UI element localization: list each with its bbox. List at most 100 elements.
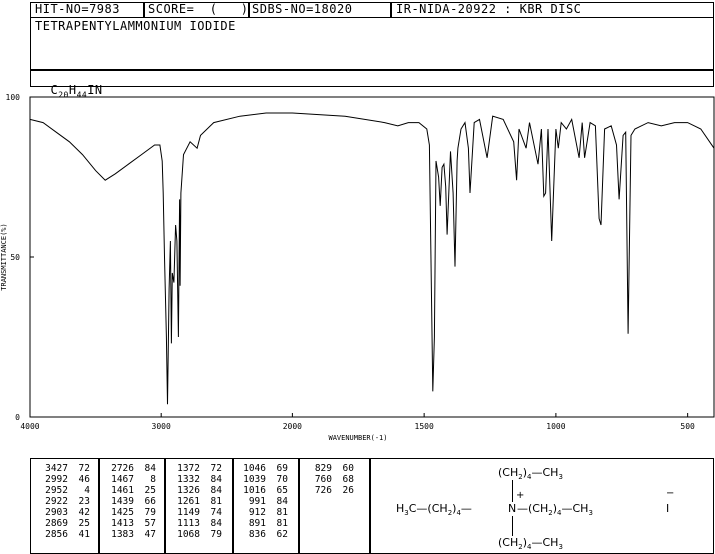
peak-transmittance: 68	[342, 474, 354, 485]
peak-transmittance: 46	[78, 474, 90, 485]
formula-divider	[30, 69, 714, 71]
peak-transmittance: 74	[210, 507, 222, 518]
peak-transmittance: 47	[144, 529, 156, 540]
peak-wavenumber: 1326	[177, 485, 200, 496]
peak-wavenumber: 1149	[177, 507, 200, 518]
bond-vertical-top	[512, 480, 513, 502]
peak-wavenumber: 829	[314, 463, 332, 474]
peak-wavenumber: 991	[248, 496, 266, 507]
peak-transmittance: 81	[210, 496, 222, 507]
right-chain: —(CH2)4—CH3	[517, 502, 593, 518]
peak-transmittance: 81	[276, 507, 288, 518]
y-tick-label: 50	[10, 253, 20, 262]
peak-wavenumber: 1039	[243, 474, 266, 485]
peak-row: 2922 23 1439 66 1261 81 991 84	[38, 496, 354, 507]
peak-transmittance: 65	[276, 485, 288, 496]
peak-wavenumber: 1467	[111, 474, 134, 485]
peak-transmittance: 79	[144, 507, 156, 518]
peak-transmittance: 72	[210, 463, 222, 474]
peak-wavenumber: 1413	[111, 518, 134, 529]
peak-wavenumber: 1461	[111, 485, 134, 496]
peak-transmittance	[332, 529, 354, 540]
peak-wavenumber: 891	[248, 518, 266, 529]
sdbs-number: SDBS-NO=18020	[252, 2, 353, 16]
peak-transmittance: 26	[342, 485, 354, 496]
peak-row: 2856 41 1383 47 1068 79 836 62	[38, 529, 354, 540]
peak-wavenumber: 836	[248, 529, 266, 540]
peak-transmittance: 8	[150, 474, 156, 485]
peak-transmittance: 25	[78, 518, 90, 529]
peak-column-divider	[232, 458, 234, 554]
peak-wavenumber: 1332	[177, 474, 200, 485]
peak-wavenumber: 2869	[45, 518, 68, 529]
peak-transmittance: 70	[276, 474, 288, 485]
peak-transmittance: 81	[276, 518, 288, 529]
peak-wavenumber: 912	[248, 507, 266, 518]
peak-row: 2869 25 1413 57 1113 84 891 81	[38, 518, 354, 529]
peak-wavenumber: 2856	[45, 529, 68, 540]
peak-wavenumber: 1425	[111, 507, 134, 518]
peak-transmittance	[332, 496, 354, 507]
peak-transmittance: 69	[276, 463, 288, 474]
peak-wavenumber: 2952	[45, 485, 68, 496]
peak-transmittance: 25	[144, 485, 156, 496]
peak-wavenumber: 1046	[243, 463, 266, 474]
x-tick-label: 3000	[152, 422, 171, 431]
peak-table: 3427 72 2726 84 1372 72 1046 69 829 60 2992 46 1467 8…	[38, 463, 354, 540]
x-tick-label: 2000	[283, 422, 302, 431]
peak-transmittance: 84	[210, 474, 222, 485]
positive-charge: +	[516, 490, 525, 501]
peak-transmittance: 4	[84, 485, 90, 496]
nitrogen: N	[508, 502, 517, 515]
y-tick-label: 100	[6, 93, 21, 102]
peak-wavenumber: 2992	[45, 474, 68, 485]
negative-charge: −	[666, 488, 675, 499]
peak-wavenumber	[302, 496, 332, 507]
molecular-formula: C20H44IN	[50, 83, 103, 100]
peak-row: 2903 42 1425 79 1149 74 912 81	[38, 507, 354, 518]
x-tick-label: 1000	[546, 422, 565, 431]
x-tick-label: 4000	[20, 422, 39, 431]
peak-wavenumber: 760	[314, 474, 332, 485]
peak-wavenumber: 2903	[45, 507, 68, 518]
x-axis-label: WAVENUMBER(-1)	[328, 434, 387, 442]
peak-wavenumber	[302, 507, 332, 518]
peak-row: 2952 4 1461 25 1326 84 1016 65 726 26	[38, 485, 354, 496]
peak-wavenumber: 1113	[177, 518, 200, 529]
peak-transmittance: 57	[144, 518, 156, 529]
peak-wavenumber: 1439	[111, 496, 134, 507]
peak-transmittance: 72	[78, 463, 90, 474]
peak-wavenumber: 2726	[111, 463, 134, 474]
left-chain: H3C—(CH2)4—	[396, 502, 472, 518]
peak-transmittance	[332, 518, 354, 529]
peak-transmittance: 84	[210, 518, 222, 529]
peak-transmittance: 84	[144, 463, 156, 474]
peak-wavenumber: 1383	[111, 529, 134, 540]
peak-column-divider	[164, 458, 166, 554]
compound-name: TETRAPENTYLAMMONIUM IODIDE	[35, 19, 236, 33]
y-axis-label: TRANSMITTANCE(%)	[0, 223, 8, 290]
peak-wavenumber: 1261	[177, 496, 200, 507]
peak-wavenumber	[302, 529, 332, 540]
peak-wavenumber: 3427	[45, 463, 68, 474]
peak-wavenumber: 1068	[177, 529, 200, 540]
iodide-ion: I	[666, 502, 670, 515]
ir-nida: IR-NIDA-20922 : KBR DISC	[396, 2, 582, 16]
y-tick-label: 0	[15, 413, 20, 422]
peak-transmittance: 66	[144, 496, 156, 507]
score: SCORE= ( )	[148, 2, 249, 16]
peak-transmittance: 42	[78, 507, 90, 518]
peak-wavenumber: 1372	[177, 463, 200, 474]
peak-row: 3427 72 2726 84 1372 72 1046 69 829 60	[38, 463, 354, 474]
bond-vertical-bottom	[512, 516, 513, 536]
x-tick-label: 1500	[415, 422, 434, 431]
peak-wavenumber: 2922	[45, 496, 68, 507]
top-chain: (CH2)4—CH3	[498, 466, 563, 482]
plot-frame	[29, 96, 715, 418]
peak-transmittance: 84	[210, 485, 222, 496]
peak-transmittance: 41	[78, 529, 90, 540]
peak-transmittance: 79	[210, 529, 222, 540]
peak-row: 2992 46 1467 8 1332 84 1039 70 760 68	[38, 474, 354, 485]
peak-column-divider	[298, 458, 300, 554]
